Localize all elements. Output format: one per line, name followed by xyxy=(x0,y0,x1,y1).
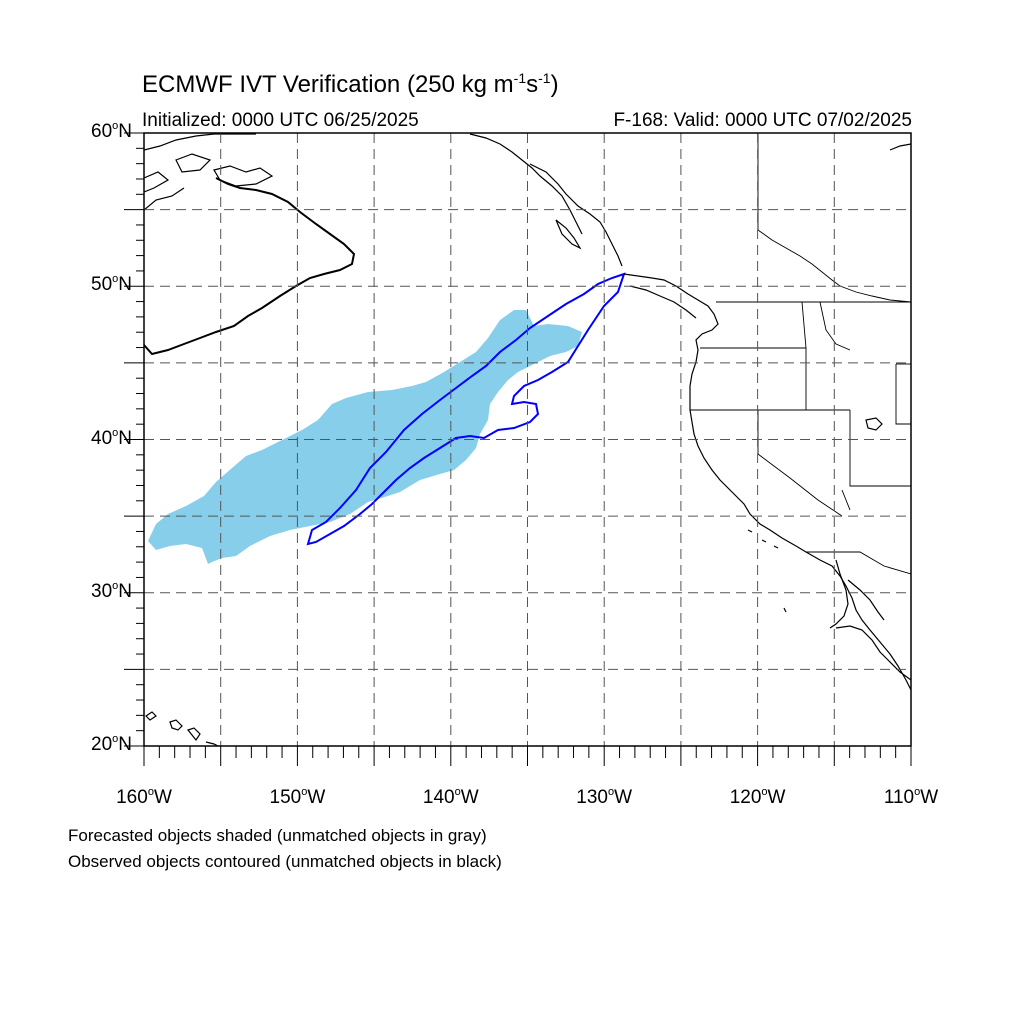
plot-frame xyxy=(143,132,912,747)
latitude-label: 40oN xyxy=(91,426,132,449)
legend-forecast-note: Forecasted objects shaded (unmatched obj… xyxy=(68,826,487,845)
latitude-label: 50oN xyxy=(91,273,132,296)
longitude-label: 130oW xyxy=(576,786,633,808)
latitude-label: 30oN xyxy=(91,579,132,602)
west-coast xyxy=(145,273,911,746)
map-grid xyxy=(144,133,911,746)
political-borders xyxy=(690,134,911,575)
initialized-label: Initialized: 0000 UTC 06/25/2025 xyxy=(142,110,419,131)
longitude-label: 150oW xyxy=(269,786,326,808)
observed-object-contour xyxy=(306,272,626,546)
longitude-label: 160oW xyxy=(116,786,172,808)
legend-observed-note: Observed objects contoured (unmatched ob… xyxy=(68,852,502,871)
axis-ticks xyxy=(124,132,912,766)
forecast-object xyxy=(148,310,582,564)
unmatched-observed-object xyxy=(144,177,356,356)
longitude-label: 120oW xyxy=(729,786,786,808)
latitude-label: 60oN xyxy=(91,120,132,142)
valid-label: F-168: Valid: 0000 UTC 07/02/2025 xyxy=(613,110,912,131)
chart-title: ECMWF IVT Verification (250 kg m-1s-1) xyxy=(142,70,559,98)
latitude-label: 20oN xyxy=(91,733,132,755)
longitude-label: 110oW xyxy=(883,786,939,808)
longitude-label: 140oW xyxy=(422,786,479,808)
